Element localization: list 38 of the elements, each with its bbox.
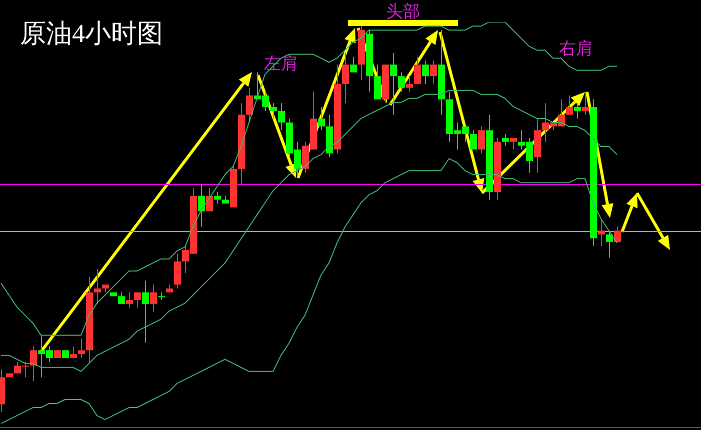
chart-title: 原油4小时图 bbox=[20, 18, 163, 50]
candlestick bbox=[350, 56, 357, 73]
candlestick bbox=[574, 102, 581, 120]
candlestick bbox=[502, 134, 509, 146]
candlestick bbox=[406, 76, 413, 92]
candlestick bbox=[118, 292, 125, 304]
candlestick bbox=[174, 253, 181, 289]
candlestick bbox=[414, 56, 421, 84]
candlestick bbox=[270, 102, 277, 120]
candlestick bbox=[398, 72, 405, 92]
candlestick bbox=[206, 188, 213, 212]
candlestick bbox=[318, 106, 325, 131]
candlestick bbox=[30, 346, 37, 382]
candlestick bbox=[70, 346, 77, 358]
candlestick bbox=[214, 191, 221, 204]
candlestick bbox=[134, 292, 141, 308]
candlestick bbox=[94, 268, 101, 304]
candlestick bbox=[422, 60, 429, 84]
candlestick bbox=[142, 280, 149, 344]
candlestick bbox=[606, 230, 613, 258]
candlestick bbox=[614, 226, 621, 243]
candlestick bbox=[246, 87, 253, 123]
candlestick bbox=[278, 102, 285, 131]
candlestick bbox=[566, 94, 573, 116]
annotation: 右肩 bbox=[559, 38, 593, 60]
candlestick bbox=[342, 52, 349, 104]
candlestick bbox=[478, 126, 485, 154]
candlestick bbox=[598, 218, 605, 247]
candlestick bbox=[126, 292, 133, 308]
candlestick bbox=[198, 184, 205, 228]
candlestick bbox=[150, 284, 157, 312]
candlestick bbox=[470, 130, 477, 150]
candlestick bbox=[582, 91, 589, 116]
text: 头部 bbox=[386, 1, 420, 23]
candlestick bbox=[374, 64, 381, 100]
candlestick bbox=[430, 60, 437, 84]
candlestick bbox=[78, 338, 85, 358]
candlestick bbox=[390, 52, 397, 116]
